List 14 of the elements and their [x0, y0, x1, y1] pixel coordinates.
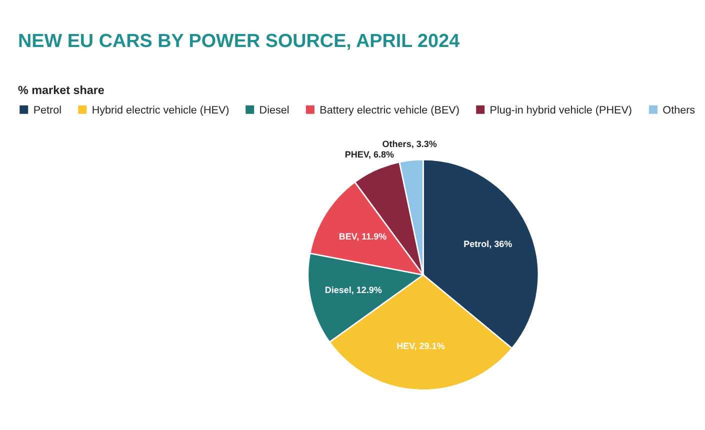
legend-label: Petrol [33, 104, 62, 116]
data-label: HEV, 29.1% [396, 340, 445, 351]
legend-label: Plug-in hybrid vehicle (PHEV) [490, 104, 632, 116]
legend-label: Diesel [259, 104, 290, 116]
data-label: PHEV, 6.8% [344, 150, 394, 160]
data-label: Others, 3.3% [382, 138, 437, 149]
data-label: Petrol, 36% [464, 239, 512, 250]
chart-title: NEW EU CARS BY POWER SOURCE, APRIL 2024 [18, 31, 460, 52]
legend-label: Hybrid electric vehicle (HEV) [92, 104, 230, 116]
legend-label: Battery electric vehicle (BEV) [320, 104, 460, 116]
data-label: Diesel, 12.9% [324, 284, 382, 295]
legend-label: Others [662, 104, 696, 116]
data-label: BEV, 11.9% [338, 231, 387, 242]
chart-subtitle: % market share [18, 84, 105, 97]
